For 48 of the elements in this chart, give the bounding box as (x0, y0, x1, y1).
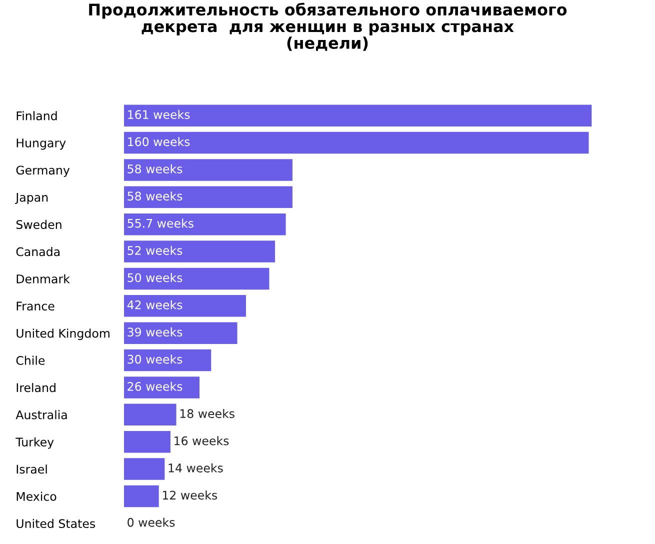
data-label: 55.7 weeks (128, 218, 194, 228)
data-label: 26 weeks (128, 382, 182, 391)
bar (124, 104, 592, 126)
y-tick-label: Israel (16, 464, 47, 474)
bar (124, 268, 270, 290)
bar (124, 485, 159, 508)
y-tick-label: Germany (16, 166, 70, 177)
y-tick-label: Denmark (16, 274, 70, 284)
data-label: 30 weeks (128, 354, 182, 364)
data-label: 58 weeks (128, 164, 182, 174)
data-label: 0 weeks (128, 518, 175, 527)
y-tick-label: Ireland (16, 382, 56, 392)
y-tick-label: Finland (16, 111, 57, 120)
data-label: 161 weeks (128, 110, 190, 120)
data-label: 58 weeks (128, 191, 182, 201)
y-tick-label: Hungary (16, 138, 66, 150)
y-tick-label: Turkey (16, 437, 54, 449)
data-label: 16 weeks (174, 436, 229, 446)
data-label: 52 weeks (128, 246, 182, 255)
y-tick-label: Chile (16, 356, 45, 365)
y-tick-label: United States (16, 518, 96, 528)
y-tick-label: Mexico (16, 492, 56, 501)
bar (124, 132, 589, 154)
data-label: 50 weeks (128, 273, 182, 282)
bar (124, 322, 238, 344)
bar (124, 404, 176, 426)
data-label: 18 weeks (180, 408, 234, 418)
bar (124, 186, 292, 208)
y-tick-label: Australia (16, 410, 67, 420)
y-tick-label: Sweden (16, 220, 62, 229)
data-label: 14 weeks (168, 463, 223, 472)
bar (124, 430, 170, 453)
data-label: 12 weeks (162, 490, 218, 500)
data-label: 42 weeks (127, 300, 182, 310)
bar (124, 458, 165, 480)
bar (124, 295, 246, 317)
y-tick-label: France (16, 302, 54, 311)
data-label: 39 weeks (128, 327, 182, 337)
y-tick-label: United Kingdom (16, 328, 110, 340)
bar (124, 376, 200, 398)
bar (124, 159, 292, 181)
bar (124, 213, 286, 236)
bar (124, 240, 276, 262)
bar (124, 349, 212, 372)
y-tick-label: Canada (16, 247, 60, 256)
y-tick-label: Japan (15, 193, 48, 204)
data-label: 160 weeks (128, 137, 190, 146)
chart-title: Продолжительность обязательного оплачиваемого декрета для женщин в разных странах (недели) (89, 2, 567, 51)
